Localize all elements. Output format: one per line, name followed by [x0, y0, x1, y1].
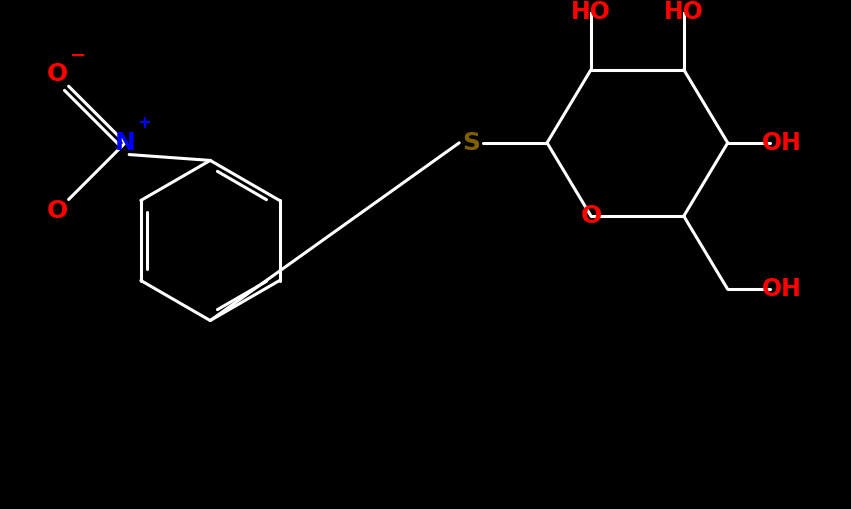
Text: OH: OH — [762, 131, 802, 155]
Text: O: O — [46, 199, 67, 223]
Text: HO: HO — [664, 0, 704, 24]
Text: O: O — [580, 204, 602, 228]
Text: +: + — [137, 115, 151, 132]
Text: OH: OH — [762, 277, 802, 301]
Text: HO: HO — [571, 0, 611, 24]
Text: O: O — [46, 63, 67, 87]
Text: N: N — [115, 131, 135, 155]
Text: S: S — [462, 131, 480, 155]
Text: −: − — [70, 45, 87, 65]
